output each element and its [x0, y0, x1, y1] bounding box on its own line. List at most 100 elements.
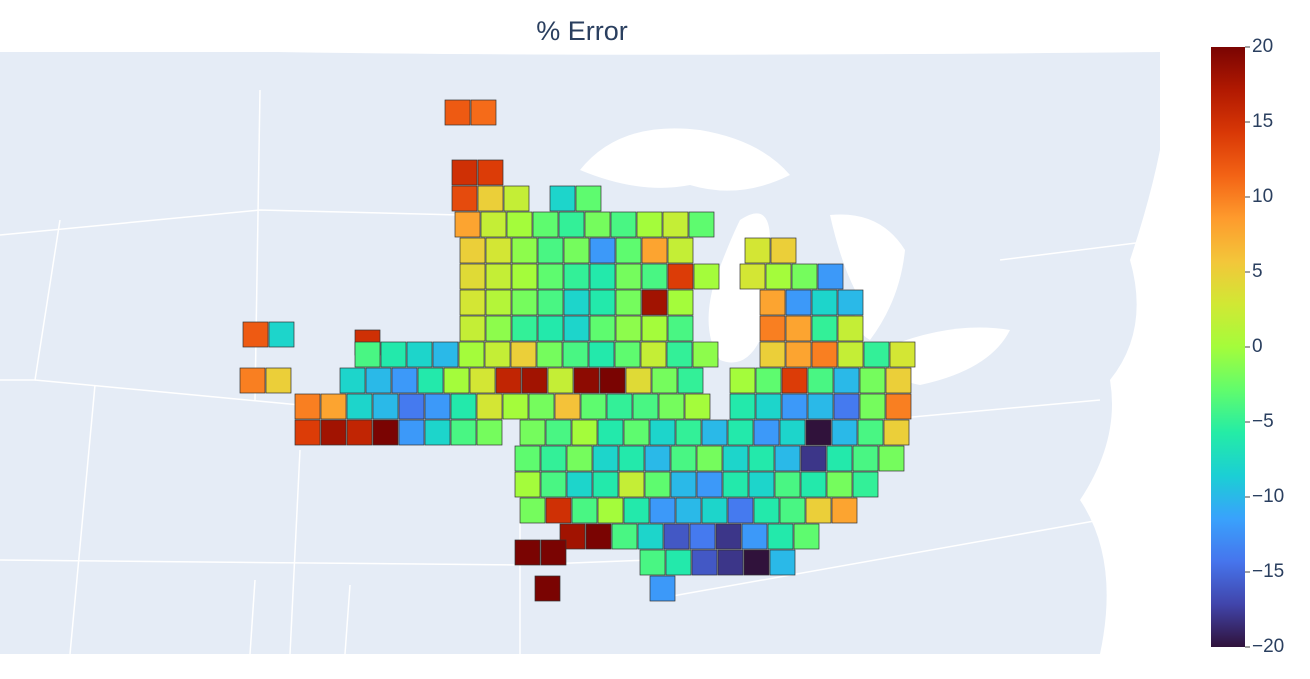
- county: [667, 315, 694, 342]
- county: [239, 367, 266, 394]
- county: [454, 211, 481, 238]
- county: [614, 341, 641, 368]
- county: [781, 393, 808, 420]
- county: [693, 263, 720, 290]
- county: [536, 341, 563, 368]
- county: [563, 315, 590, 342]
- county: [485, 263, 512, 290]
- county: [807, 393, 834, 420]
- county: [632, 393, 659, 420]
- county: [532, 211, 559, 238]
- county: [833, 393, 860, 420]
- county: [484, 341, 511, 368]
- county: [811, 315, 838, 342]
- county: [805, 497, 832, 524]
- county: [729, 393, 756, 420]
- county: [547, 367, 574, 394]
- county: [354, 341, 381, 368]
- county: [667, 263, 694, 290]
- county: [722, 471, 749, 498]
- county: [584, 211, 611, 238]
- county: [727, 497, 754, 524]
- county: [558, 211, 585, 238]
- county: [611, 523, 638, 550]
- county: [859, 367, 886, 394]
- county: [729, 367, 756, 394]
- county: [675, 419, 702, 446]
- county: [662, 211, 689, 238]
- county: [857, 419, 884, 446]
- county: [537, 315, 564, 342]
- county: [701, 497, 728, 524]
- county: [811, 341, 838, 368]
- county: [485, 315, 512, 342]
- county: [268, 321, 295, 348]
- county: [863, 341, 890, 368]
- county: [748, 471, 775, 498]
- county: [639, 549, 666, 576]
- county: [640, 341, 667, 368]
- county: [744, 237, 771, 264]
- county: [320, 393, 347, 420]
- county: [588, 341, 615, 368]
- county: [380, 341, 407, 368]
- county: [793, 523, 820, 550]
- county: [785, 289, 812, 316]
- county: [519, 497, 546, 524]
- county: [755, 367, 782, 394]
- county: [365, 367, 392, 394]
- county: [651, 367, 678, 394]
- county: [534, 575, 561, 602]
- county: [770, 237, 797, 264]
- county: [831, 497, 858, 524]
- county: [800, 471, 827, 498]
- colorbar-tick-label: −15: [1252, 561, 1284, 582]
- county: [779, 419, 806, 446]
- chart-title: % Error: [536, 16, 628, 46]
- county: [480, 211, 507, 238]
- county: [597, 497, 624, 524]
- colorbar-tick-label: 10: [1252, 186, 1273, 207]
- county: [852, 471, 879, 498]
- county: [636, 211, 663, 238]
- county: [502, 393, 529, 420]
- county: [242, 321, 269, 348]
- county: [759, 315, 786, 342]
- county: [537, 263, 564, 290]
- county: [372, 419, 399, 446]
- county: [753, 419, 780, 446]
- county: [540, 445, 567, 472]
- county: [807, 367, 834, 394]
- county: [477, 159, 504, 186]
- county: [885, 367, 912, 394]
- county: [774, 471, 801, 498]
- county: [779, 497, 806, 524]
- county: [658, 393, 685, 420]
- county: [696, 445, 723, 472]
- county: [398, 393, 425, 420]
- county: [785, 341, 812, 368]
- county: [580, 393, 607, 420]
- county: [667, 237, 694, 264]
- county: [817, 263, 844, 290]
- colorbar-tick-label: −20: [1252, 636, 1284, 657]
- county: [549, 185, 576, 212]
- county: [755, 393, 782, 420]
- county: [781, 367, 808, 394]
- county: [701, 419, 728, 446]
- county: [592, 471, 619, 498]
- county: [294, 393, 321, 420]
- county: [852, 445, 879, 472]
- county: [346, 393, 373, 420]
- county: [625, 367, 652, 394]
- county: [589, 315, 616, 342]
- county: [511, 237, 538, 264]
- county: [741, 523, 768, 550]
- county: [514, 445, 541, 472]
- county: [511, 315, 538, 342]
- county: [615, 263, 642, 290]
- county: [692, 341, 719, 368]
- colorbar-tick-label: −5: [1252, 411, 1274, 432]
- county: [545, 419, 572, 446]
